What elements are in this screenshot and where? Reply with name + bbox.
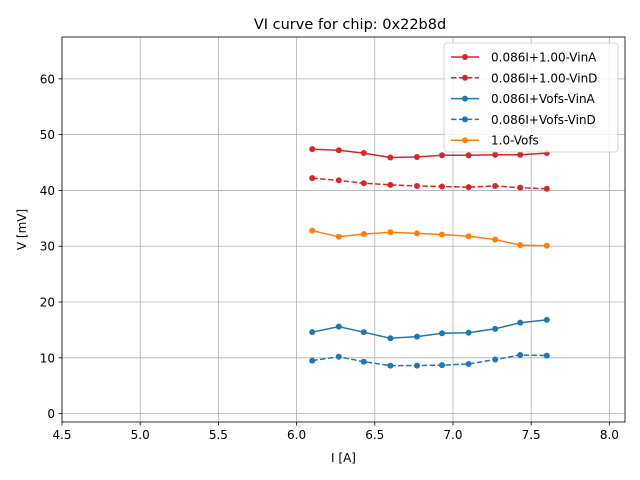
legend-marker — [462, 95, 468, 102]
y-axis-label: V [mV] — [15, 209, 29, 250]
legend-marker — [462, 116, 468, 123]
data-point — [335, 323, 342, 330]
data-point — [309, 357, 316, 364]
y-tick-label: 0 — [47, 407, 55, 421]
data-point — [387, 229, 394, 236]
legend-marker — [462, 137, 468, 144]
data-point — [309, 175, 316, 182]
legend-marker — [462, 54, 468, 60]
y-tick-label: 40 — [40, 184, 55, 198]
series-0.086I+Vofs-VinD — [309, 352, 550, 369]
x-tick-label: 5.0 — [131, 428, 150, 442]
y-axis-ticks: 0 10 20 30 40 50 60 — [40, 72, 62, 421]
legend-frame — [443, 42, 619, 153]
data-point — [543, 316, 550, 323]
x-tick-label: 5.5 — [209, 428, 228, 442]
legend-entry: 0.086I+Vofs-VinD — [451, 113, 596, 127]
data-point — [439, 183, 446, 190]
data-point — [387, 154, 394, 161]
legend-marker — [462, 74, 468, 81]
data-point — [414, 230, 421, 237]
data-point — [465, 184, 472, 191]
data-point — [465, 233, 472, 240]
data-point — [360, 230, 367, 237]
data-point — [492, 151, 499, 158]
legend-entries: 0.086I+1.00-VinA 0.086I+1.00-VinD 0.086I+V… — [451, 51, 597, 148]
data-point — [543, 352, 550, 359]
x-axis-ticks: 4.5 5.0 5.5 6.0 6.5 7.0 7.5 8.0 — [52, 422, 619, 442]
data-point — [335, 353, 342, 360]
data-point — [543, 242, 550, 249]
legend-label: 0.086I+1.00-VinA — [491, 51, 597, 65]
data-point — [439, 330, 446, 337]
data-point — [360, 358, 367, 365]
legend-entry: 0.086I+Vofs-VinA — [451, 92, 596, 106]
data-point — [492, 182, 499, 189]
data-point — [517, 319, 524, 326]
data-point — [517, 184, 524, 191]
x-tick-label: 7.5 — [522, 428, 541, 442]
legend-label: 0.086I+1.00-VinD — [491, 71, 597, 85]
y-tick-label: 10 — [40, 351, 55, 365]
data-point — [492, 236, 499, 243]
data-point — [439, 152, 446, 159]
data-point — [465, 360, 472, 367]
y-tick-label: 60 — [40, 72, 55, 86]
y-tick-label: 30 — [40, 240, 55, 254]
data-point — [414, 182, 421, 189]
series-1.0-Vofs — [309, 227, 550, 249]
legend-label: 0.086I+Vofs-VinD — [491, 113, 596, 127]
x-tick-label: 6.5 — [365, 428, 384, 442]
data-point — [492, 356, 499, 363]
y-tick-label: 20 — [40, 296, 55, 310]
series-0.086I+1.00-VinD — [309, 175, 550, 192]
x-tick-label: 6.0 — [287, 428, 306, 442]
data-point — [439, 362, 446, 369]
data-point — [517, 352, 524, 359]
chart-title: VI curve for chip: 0x22b8d — [254, 17, 446, 33]
data-point — [439, 231, 446, 238]
legend-entry: 1.0-Vofs — [451, 134, 539, 148]
y-tick-label: 50 — [40, 128, 55, 142]
data-point — [387, 335, 394, 342]
data-point — [360, 180, 367, 187]
data-point — [335, 233, 342, 240]
data-point — [309, 146, 316, 153]
legend-entry: 0.086I+1.00-VinD — [451, 71, 597, 85]
data-point — [360, 329, 367, 336]
legend-label: 0.086I+Vofs-VinA — [491, 92, 596, 106]
x-axis-label: I [A] — [331, 451, 356, 465]
x-tick-label: 7.0 — [443, 428, 462, 442]
data-point — [517, 242, 524, 249]
plot-frame — [61, 36, 626, 423]
x-tick-label: 4.5 — [52, 428, 71, 442]
x-tick-label: 8.0 — [600, 428, 619, 442]
legend: 0.086I+1.00-VinA 0.086I+1.00-VinD 0.086I+V… — [443, 42, 619, 153]
data-point — [335, 147, 342, 154]
data-point — [309, 227, 316, 234]
data-point — [414, 333, 421, 340]
data-point — [492, 325, 499, 332]
legend-label: 1.0-Vofs — [491, 134, 539, 148]
data-point — [414, 362, 421, 369]
series-line — [312, 319, 547, 340]
data-point — [387, 181, 394, 188]
data-point — [387, 362, 394, 369]
data-point — [465, 329, 472, 336]
data-point — [517, 151, 524, 158]
series-line — [312, 229, 547, 247]
series-0.086I+1.00-VinA — [309, 146, 550, 161]
data-point — [360, 150, 367, 157]
series-line — [312, 148, 547, 159]
data-point — [309, 329, 316, 336]
legend-entry: 0.086I+1.00-VinA — [451, 51, 597, 65]
series-line — [312, 354, 547, 367]
series-0.086I+Vofs-VinA — [309, 316, 550, 342]
data-point — [414, 153, 421, 160]
data-point — [335, 177, 342, 184]
series-layer — [309, 146, 550, 369]
data-point — [543, 185, 550, 192]
data-point — [465, 152, 472, 159]
